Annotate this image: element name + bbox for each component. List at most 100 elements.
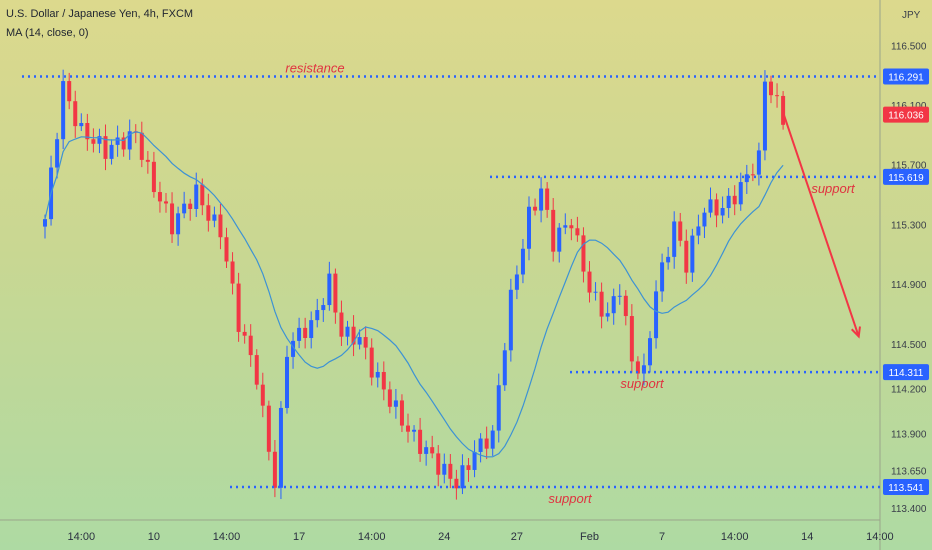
bull-candle: [557, 223, 562, 263]
x-tick-label: 24: [438, 531, 450, 543]
last-price-bg: [883, 106, 929, 123]
candle-body: [514, 274, 519, 290]
candle-body: [260, 384, 265, 406]
candle-body: [442, 463, 447, 475]
candle-body: [617, 295, 622, 297]
bear-candle: [85, 113, 90, 151]
bear-candle: [333, 268, 338, 324]
bear-candle: [684, 229, 689, 284]
bear-candle: [714, 193, 719, 228]
level-tag-text: 113.541: [888, 483, 924, 494]
bear-candle: [133, 124, 138, 144]
candle-body: [236, 283, 241, 332]
bear-candle: [103, 124, 108, 171]
bear-candle: [678, 212, 683, 247]
candle-body: [212, 214, 217, 221]
candle-body: [732, 195, 737, 205]
x-tick-label: 27: [511, 531, 523, 543]
bull-candle: [641, 353, 646, 386]
candle-body: [660, 262, 665, 292]
bear-candle: [139, 121, 144, 168]
bear-candle: [448, 454, 453, 489]
bear-candle: [466, 457, 471, 482]
bear-candle: [533, 198, 538, 216]
bull-candle: [539, 177, 544, 223]
bear-candle: [750, 163, 755, 182]
bull-candle: [285, 345, 289, 414]
level-price-tag: 113.541: [883, 479, 929, 496]
bear-candle: [381, 361, 386, 401]
candle-body: [164, 201, 168, 204]
bear-candle: [188, 198, 193, 221]
candle-body: [97, 136, 102, 144]
candle-body: [218, 214, 223, 238]
x-tick-label: 14:00: [866, 531, 894, 543]
bull-candle: [115, 125, 120, 157]
candle-body: [115, 137, 120, 145]
candle-body: [484, 438, 489, 449]
candle-body: [387, 389, 392, 407]
candle-body: [151, 161, 156, 193]
candle-body: [478, 438, 483, 452]
candle-body: [91, 139, 96, 144]
bull-candle: [563, 213, 568, 235]
bull-candle: [478, 433, 483, 463]
candle-body: [648, 338, 652, 366]
level-tag-bg: [883, 68, 929, 85]
candle-body: [714, 199, 719, 216]
candle-body: [690, 235, 695, 273]
bull-candle: [393, 388, 398, 419]
candle-body: [533, 206, 538, 211]
candle-body: [43, 219, 47, 227]
bull-candle: [327, 261, 332, 311]
candle-body: [436, 453, 441, 475]
bear-candle: [272, 439, 277, 498]
symbol-title: U.S. Dollar / Japanese Yen, 4h, FXCM: [6, 8, 194, 20]
candle-body: [508, 289, 513, 351]
bull-candle: [744, 164, 749, 195]
candle-body: [127, 131, 132, 150]
candle-body: [696, 226, 701, 236]
candle-body: [551, 209, 556, 252]
bear-candle: [387, 381, 392, 414]
candle-body: [339, 312, 344, 337]
bear-candle: [569, 218, 574, 241]
candle-body: [762, 81, 767, 151]
bull-candle: [738, 172, 743, 211]
candle-body: [593, 291, 598, 293]
level-tag-bg: [883, 168, 929, 185]
bear-candle: [551, 198, 556, 262]
candle-body: [418, 429, 423, 454]
projection-arrow-head: [851, 326, 861, 339]
candle-body: [291, 340, 296, 357]
candle-body: [769, 81, 773, 96]
bull-candle: [648, 331, 652, 373]
candle-body: [672, 221, 677, 257]
bull-candle: [472, 440, 477, 478]
level-annotation: support: [548, 491, 593, 506]
bear-candle: [732, 185, 737, 216]
bull-candle: [212, 206, 217, 228]
bear-candle: [91, 128, 96, 153]
bear-candle: [545, 182, 550, 218]
candle-body: [254, 355, 259, 385]
bull-candle: [496, 373, 501, 443]
candle-body: [635, 361, 640, 374]
bear-candle: [303, 317, 308, 349]
level-price-tag: 114.311: [883, 364, 929, 381]
bear-candle: [236, 272, 241, 342]
candle-body: [170, 203, 175, 235]
bear-candle: [430, 435, 435, 459]
bear-candle: [484, 426, 489, 460]
y-tick-label: 114.500: [891, 340, 927, 351]
candle-body: [297, 327, 302, 341]
x-tick-label: 14:00: [68, 531, 96, 543]
candle-body: [460, 465, 465, 489]
bear-candle: [170, 192, 175, 243]
bear-candle: [164, 192, 168, 213]
bull-candle: [424, 440, 429, 466]
bear-candle: [369, 338, 374, 386]
candle-body: [599, 291, 604, 317]
level-price-tag: 116.291: [883, 68, 929, 85]
